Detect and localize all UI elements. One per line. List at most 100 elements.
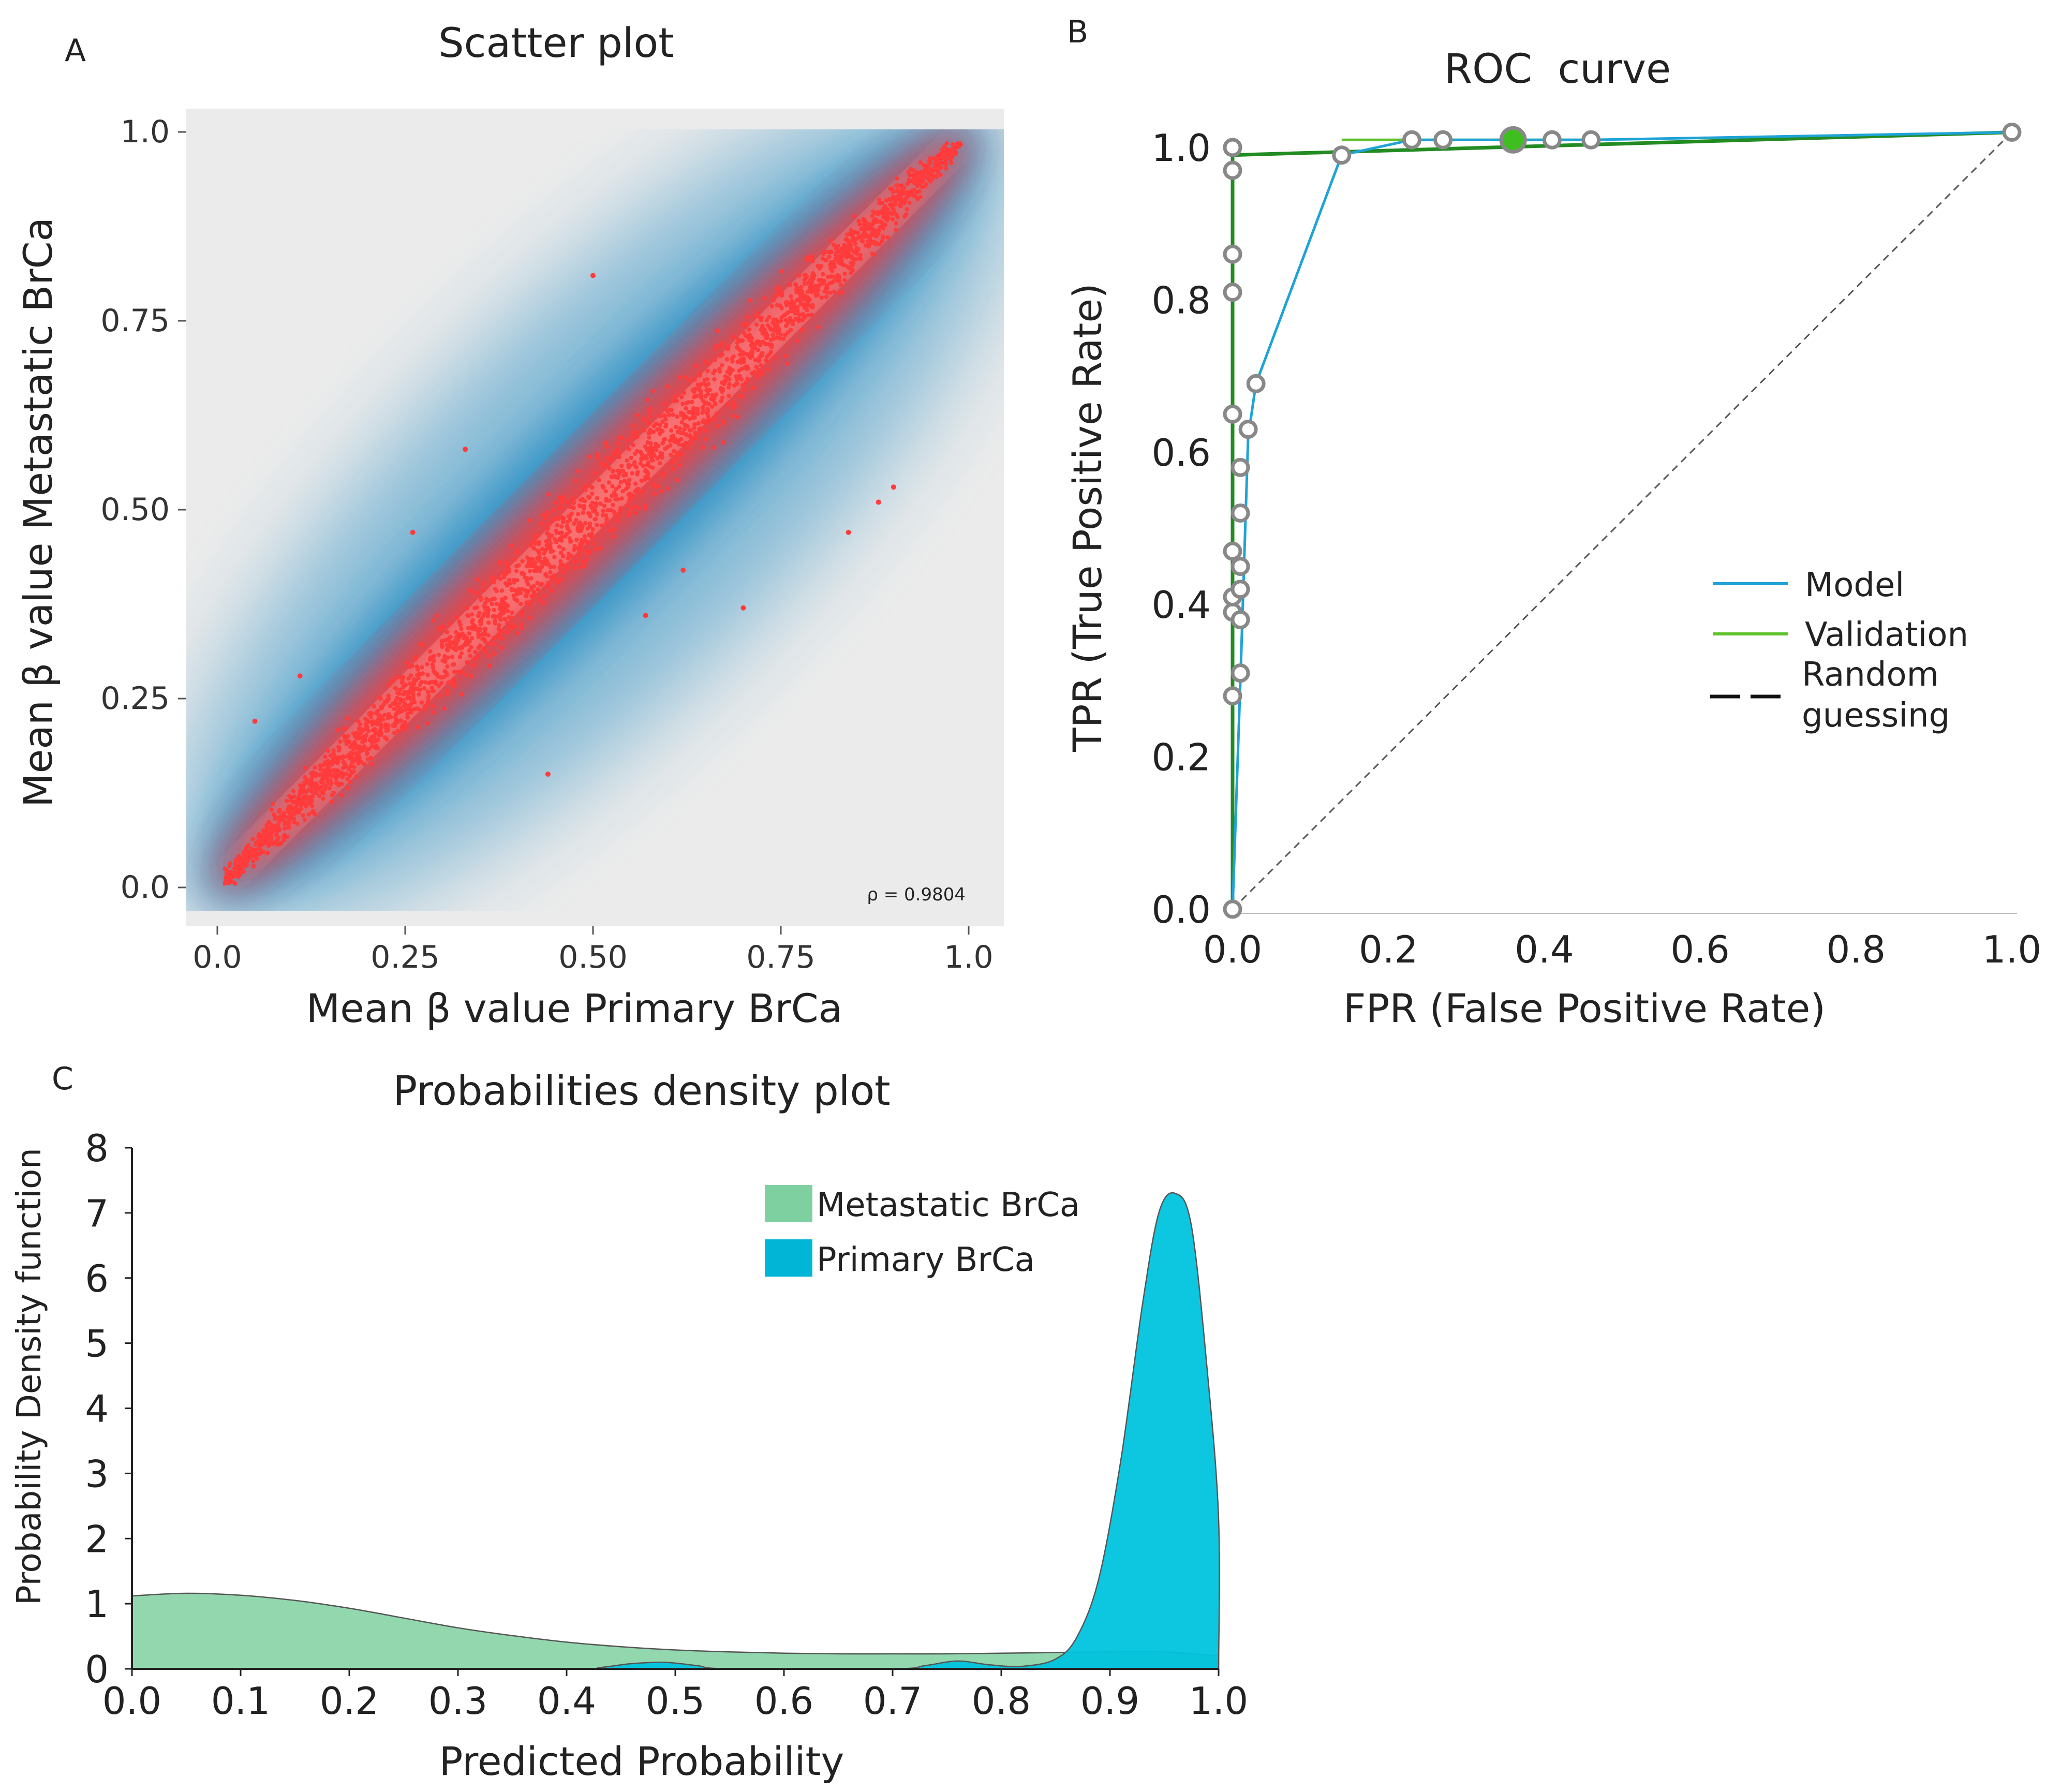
scatter-point	[800, 312, 806, 317]
scatter-point	[611, 468, 616, 473]
scatter-point	[600, 483, 605, 488]
scatter-point	[628, 495, 632, 500]
scatter-point	[546, 562, 551, 567]
scatter-point	[665, 409, 670, 414]
scatter-point	[507, 577, 512, 583]
scatter-point	[596, 455, 600, 461]
scatter-point	[699, 426, 704, 431]
scatter-point	[522, 575, 527, 580]
scatter-point	[643, 503, 648, 508]
scatter-point	[478, 597, 483, 602]
legend-validation-label: Validation	[1805, 616, 1968, 654]
scatter-point	[700, 445, 705, 450]
scatter-point	[920, 184, 924, 189]
scatter-point	[618, 480, 624, 485]
scatter-point	[492, 580, 496, 585]
scatter-point	[283, 826, 287, 831]
scatter-point	[667, 412, 672, 417]
scatter-point	[808, 282, 813, 287]
scatter-point	[520, 559, 525, 564]
scatter-point	[598, 545, 603, 551]
scatter-point	[546, 492, 551, 497]
scatter-point	[641, 417, 646, 421]
scatter-point	[919, 170, 924, 174]
panel-b-x-tick-label: 0.4	[1515, 928, 1574, 971]
scatter-point	[548, 570, 553, 575]
scatter-point	[498, 616, 503, 620]
scatter-point	[407, 664, 412, 669]
scatter-point	[273, 814, 277, 819]
scatter-point	[624, 471, 628, 476]
panel-b-x-tick-label: 1.0	[1982, 928, 2042, 971]
panel-c-x-tick-label: 0.4	[537, 1679, 597, 1723]
scatter-point	[367, 711, 372, 716]
scatter-point	[389, 679, 394, 684]
scatter-point	[549, 588, 554, 593]
scatter-point	[308, 801, 313, 806]
scatter-point	[386, 693, 391, 698]
scatter-point	[465, 660, 470, 664]
scatter-point	[266, 820, 271, 824]
scatter-point	[821, 251, 826, 256]
scatter-point	[557, 538, 562, 543]
scatter-point	[269, 823, 274, 828]
scatter-point	[561, 494, 567, 499]
scatter-point	[674, 398, 679, 403]
scatter-point	[832, 289, 837, 294]
scatter-point	[934, 174, 939, 179]
scatter-point	[481, 631, 486, 636]
scatter-point	[583, 484, 588, 489]
scatter-point	[573, 478, 578, 483]
scatter-point	[486, 620, 491, 625]
scatter-point	[720, 395, 725, 400]
scatter-point	[849, 271, 853, 275]
scatter-point	[750, 386, 755, 390]
scatter-point	[707, 388, 712, 392]
scatter-point	[538, 569, 543, 573]
scatter-point	[745, 315, 749, 319]
scatter-point	[686, 446, 690, 450]
scatter-point	[603, 513, 609, 518]
scatter-point	[259, 841, 263, 846]
legend-primary-swatch	[765, 1239, 812, 1277]
scatter-point	[232, 881, 238, 886]
scatter-point	[770, 333, 775, 337]
panel-c-y-tick-label: 5	[85, 1322, 109, 1366]
scatter-point	[493, 586, 498, 591]
scatter-point	[727, 365, 732, 371]
scatter-point	[703, 359, 708, 364]
scatter-point	[798, 285, 804, 290]
scatter-point	[907, 200, 912, 205]
panel-c-x-tick-label: 0.7	[863, 1679, 923, 1723]
scatter-point	[369, 762, 374, 766]
scatter-point	[643, 506, 648, 511]
scatter-point	[705, 368, 710, 374]
scatter-point	[465, 606, 469, 611]
scatter-point	[739, 394, 745, 399]
scatter-point	[473, 649, 478, 655]
scatter-point	[679, 452, 684, 457]
scatter-point	[619, 496, 624, 501]
scatter-point	[345, 786, 350, 790]
panel-a-y-tick-label: 0.75	[100, 303, 170, 339]
scatter-point	[240, 861, 245, 866]
scatter-point	[740, 338, 745, 343]
scatter-point	[595, 512, 600, 517]
scatter-point	[671, 466, 676, 471]
scatter-point	[872, 210, 877, 215]
scatter-point	[331, 748, 336, 753]
scatter-point	[618, 506, 623, 510]
scatter-point	[757, 356, 762, 360]
scatter-point	[253, 854, 257, 859]
scatter-point	[897, 190, 902, 195]
scatter-point	[681, 416, 686, 421]
scatter-point	[762, 327, 767, 332]
scatter-point	[499, 600, 504, 605]
scatter-point	[343, 738, 348, 743]
scatter-point	[425, 721, 430, 725]
scatter-point	[890, 217, 895, 222]
panel-a-x-label: Mean β value Primary BrCa	[306, 985, 843, 1031]
scatter-point	[478, 627, 483, 632]
scatter-point	[755, 348, 761, 352]
scatter-point	[632, 451, 637, 456]
